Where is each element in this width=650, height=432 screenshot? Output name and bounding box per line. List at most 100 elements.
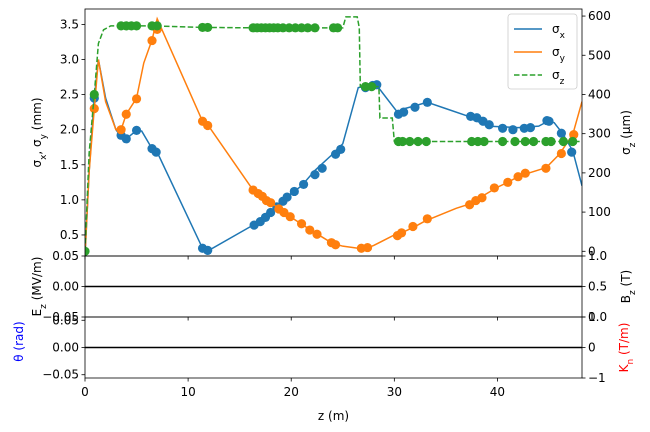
y2-tick-label: 300 <box>588 127 611 141</box>
series-1-line <box>85 16 582 256</box>
series-0-marker <box>266 207 276 218</box>
series-1-marker <box>569 130 579 140</box>
y2-tick-label: 600 <box>588 9 611 23</box>
series-2-marker <box>558 136 569 147</box>
series-2-line <box>85 16 582 252</box>
series-0-marker <box>498 123 508 133</box>
axes-frame <box>84 8 583 257</box>
series-1-marker <box>396 228 407 238</box>
series-2-marker <box>152 21 162 31</box>
series-1-marker <box>408 221 418 232</box>
series-1-marker <box>362 242 373 253</box>
series-2-marker <box>333 23 343 33</box>
y2-tick-label: 100 <box>588 205 611 219</box>
y2-tick-label: 0 <box>588 244 596 258</box>
series-1-marker <box>121 109 131 119</box>
series-1-marker <box>131 94 142 104</box>
y-tick-label: 2.5 <box>60 88 79 102</box>
y-tick-label: 2.0 <box>60 123 79 137</box>
series-2-marker <box>89 89 99 100</box>
series-2-marker <box>479 136 489 147</box>
legend-entry-1: σy <box>552 45 566 64</box>
series-2-marker <box>413 136 423 147</box>
y-tick-label: 3.5 <box>60 17 79 31</box>
series-2-marker <box>498 136 508 147</box>
series-0-marker <box>131 125 142 135</box>
series-1-marker <box>489 183 499 193</box>
series-2-marker <box>520 136 530 147</box>
y-axis-label: Ez (MV/m) <box>30 257 49 317</box>
y2-tick-label: 1.0 <box>588 249 607 263</box>
series-2-marker <box>367 82 377 92</box>
legend-entry-2: σz <box>552 68 565 87</box>
y2-tick-label: 500 <box>588 48 611 62</box>
plots: 0.51.01.52.02.53.03.50100200300400500600… <box>12 8 638 423</box>
x-tick-label: 20 <box>284 385 299 399</box>
y2-axis-label: Bz (T) <box>619 270 638 303</box>
y2-tick-label: 400 <box>588 87 611 101</box>
y-tick-label: 1.5 <box>60 158 79 172</box>
y-tick-label: 0.05 <box>52 313 79 327</box>
x-tick-label: 30 <box>387 385 402 399</box>
series-1-marker <box>285 212 295 222</box>
y2-axis-label: σz (μm) <box>619 110 638 155</box>
y2-tick-label: −1 <box>588 371 606 385</box>
series-2-marker <box>546 136 556 147</box>
series-0-marker <box>544 116 554 126</box>
series-0-marker <box>525 122 536 133</box>
series-2-marker <box>131 21 142 31</box>
series-2-marker <box>421 136 431 147</box>
series-0-marker <box>567 147 577 157</box>
series-0-marker <box>484 120 494 130</box>
series-0-marker <box>399 107 409 117</box>
series-0-marker <box>282 192 292 202</box>
legend: σx σy σz <box>507 13 578 90</box>
y-tick-label: 1.0 <box>60 193 79 207</box>
series-group <box>85 16 582 256</box>
series-0-marker <box>121 134 131 144</box>
y2-tick-label: 0.0 <box>588 310 607 324</box>
series-1-marker <box>147 35 157 46</box>
series-1-marker <box>556 148 566 159</box>
series-0-marker <box>310 170 320 180</box>
series-1-marker <box>520 168 530 178</box>
series-1-marker <box>305 225 315 235</box>
series-1-marker <box>422 214 432 224</box>
series-0-marker <box>556 128 566 138</box>
x-tick-label: 0 <box>81 385 89 399</box>
y-tick-label: 3.0 <box>60 53 79 67</box>
series-1-marker <box>312 229 322 239</box>
y2-axis-label: Kn (T/m) <box>617 323 636 373</box>
panel-beam-sizes: 0.5 1.0 1.5 2.0 2.5 3.0 3.5 0 100 200 300 400 500 600… <box>30 8 638 260</box>
x-tick-label: 10 <box>180 385 195 399</box>
series-0-marker <box>508 125 518 135</box>
series-2-marker <box>568 136 578 147</box>
series-2-marker <box>397 136 408 147</box>
y2-tick-label: 0 <box>588 341 596 355</box>
series-1-marker <box>477 193 487 203</box>
series-2-marker <box>405 136 415 147</box>
series-1-marker <box>203 120 213 131</box>
series-1-marker <box>541 163 551 173</box>
series-0-marker <box>151 147 161 157</box>
series-1-marker <box>513 172 523 182</box>
y-tick-label: −0.05 <box>42 310 79 324</box>
panel-field-Ez-Bz: −0.05 0.00 0.05 0.0 0.5 1.0 Ez (MV/m) Bz (T) <box>30 249 638 324</box>
y2-tick-label: 200 <box>588 166 611 180</box>
series-0-marker <box>299 179 309 190</box>
y-axis-label: θ (rad) <box>12 321 26 361</box>
series-0-marker <box>336 144 346 154</box>
series-1-marker <box>503 177 513 187</box>
series-2-marker <box>85 246 90 256</box>
series-2-marker <box>203 22 213 33</box>
x-axis-label: z (m) <box>318 409 349 423</box>
y-axis-label: σx, σy (mm) <box>30 97 49 167</box>
legend-entry-0: σx <box>552 22 566 41</box>
series-0-marker <box>203 245 213 255</box>
series-2-marker <box>303 23 313 33</box>
series-0-marker <box>289 186 299 197</box>
series-2-marker <box>528 136 539 147</box>
x-tick-label: 40 <box>490 385 505 399</box>
